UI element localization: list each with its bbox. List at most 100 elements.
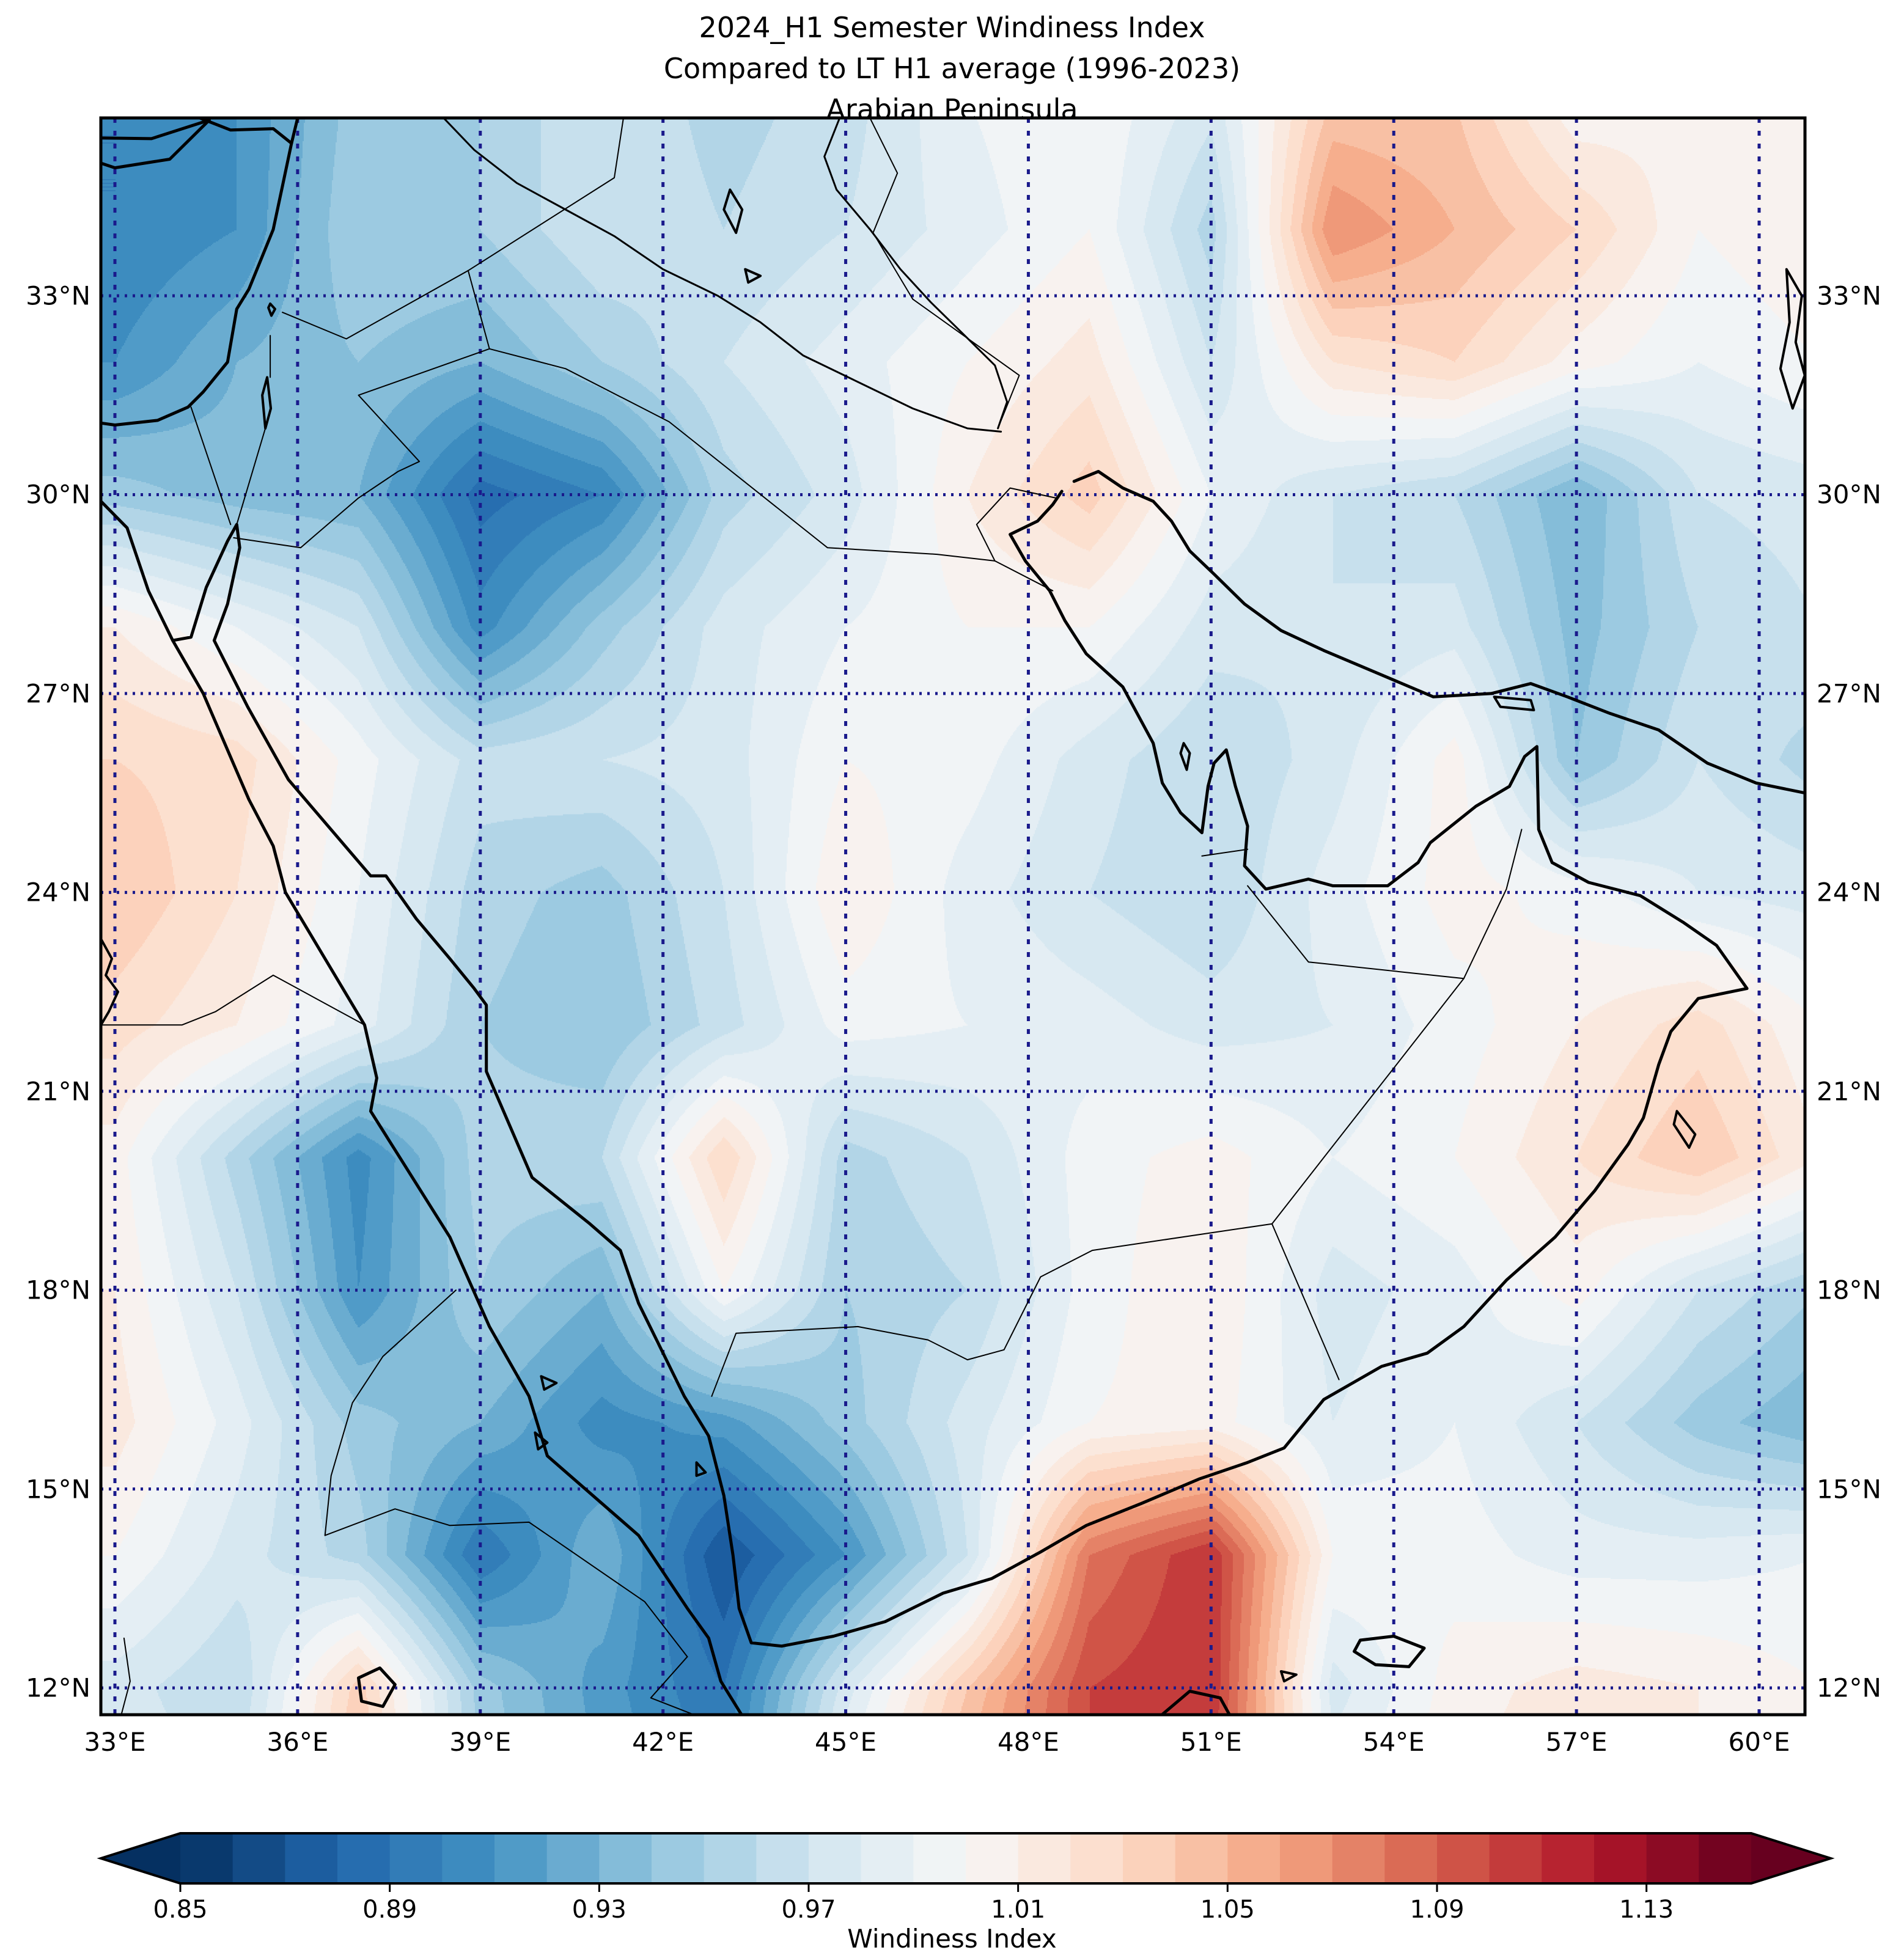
colorbar-band: [966, 1833, 1019, 1883]
lake-tharthar: [722, 188, 744, 234]
coastline-horn-of-africa: [1161, 1690, 1231, 1715]
socotra-island: [1353, 1635, 1426, 1668]
colorbar-band: [546, 1833, 600, 1883]
colorbar-band: [337, 1833, 391, 1883]
colorbar-band: [861, 1833, 914, 1883]
colorbar-extend-max-arrow: [1751, 1833, 1831, 1883]
colorbar-band: [1070, 1833, 1123, 1883]
colorbar-band: [232, 1833, 286, 1883]
border-jordan-saudi: [233, 348, 490, 549]
border-syria-iraq: [467, 118, 624, 271]
y-tick-label-right: 21°N: [1817, 1076, 1881, 1107]
colorbar-tick-label: 1.01: [991, 1896, 1046, 1924]
border-sudan: [120, 1637, 131, 1715]
colorbar-band: [1384, 1833, 1438, 1883]
farasan-islands: [540, 1375, 558, 1391]
y-tick-label-right: 24°N: [1817, 877, 1881, 907]
nile-river: [101, 937, 119, 1027]
y-tick-label-right: 33°N: [1817, 280, 1881, 311]
abd-al-kuri-island: [1279, 1670, 1298, 1683]
border-egypt-israel: [190, 406, 232, 526]
colorbar-band: [1280, 1833, 1333, 1883]
colorbar-band: [180, 1833, 233, 1883]
x-tick-label: 48°E: [997, 1727, 1059, 1757]
y-tick-label-left: 21°N: [26, 1076, 90, 1107]
border-saudi-yemen: [711, 1223, 1273, 1397]
border-israel-jordan: [236, 428, 266, 526]
coastline-cyprus: [101, 119, 211, 170]
border-kuwait-north: [976, 487, 1057, 562]
colorbar-extend-min-arrow: [101, 1833, 180, 1883]
colorbar-band: [389, 1833, 443, 1883]
masirah-island: [1672, 1110, 1697, 1149]
colorbar-band: [1175, 1833, 1229, 1883]
hamun-lake: [1779, 268, 1805, 410]
colorbar-band: [809, 1833, 862, 1883]
bahrain-island: [1179, 742, 1191, 771]
y-tick-label-left: 24°N: [26, 877, 90, 907]
x-tick-label: 57°E: [1545, 1727, 1608, 1757]
lake-habbaniyah: [744, 268, 762, 284]
dahlak-islands: [534, 1431, 549, 1451]
border-uae-oman: [1463, 829, 1523, 980]
colorbar-band: [704, 1833, 757, 1883]
colorbar-tick-label: 1.09: [1410, 1896, 1465, 1924]
y-tick-label-right: 18°N: [1817, 1275, 1881, 1305]
y-tick-label-left: 27°N: [26, 678, 90, 709]
colorbar-tick-label: 0.89: [362, 1896, 417, 1924]
border-djibouti-ethiopia: [650, 1656, 696, 1715]
border-saudi-uae: [1247, 885, 1465, 980]
colorbar-band: [1646, 1833, 1700, 1883]
y-tick-label-left: 18°N: [26, 1275, 90, 1305]
chart-title-line1: 2024_H1 Semester Windiness Index: [699, 11, 1205, 44]
border-egypt-sudan: [101, 974, 366, 1026]
colorbar-band: [1542, 1833, 1595, 1883]
border-kuwait-south: [994, 560, 1054, 592]
windiness-heatmap-canvas: [101, 118, 1805, 1715]
y-tick-label-left: 33°N: [26, 280, 90, 311]
map-frame: [99, 116, 1807, 1717]
map-layers: [101, 118, 1805, 1715]
colorbar-band: [442, 1833, 495, 1883]
y-tick-label-right: 15°N: [1817, 1474, 1881, 1505]
colorbar-axis-label: Windiness Index: [847, 1924, 1057, 1950]
colorbar-band: [599, 1833, 652, 1883]
colorbar-band: [756, 1833, 809, 1883]
colorbar-band: [652, 1833, 705, 1883]
colorbar-band: [1018, 1833, 1071, 1883]
coastline-turkey: [199, 118, 300, 145]
border-oman-yemen: [1271, 1223, 1340, 1380]
y-tick-label-right: 27°N: [1817, 678, 1881, 709]
colorbar-tick-label: 1.13: [1619, 1896, 1674, 1924]
colorbar-band: [1699, 1833, 1752, 1883]
x-tick-label: 36°E: [266, 1727, 329, 1757]
chart-title-line2: Compared to LT H1 average (1996-2023): [663, 52, 1241, 85]
y-tick-label-left: 15°N: [26, 1474, 90, 1505]
lake-tana: [357, 1666, 397, 1708]
x-tick-label: 33°E: [84, 1727, 146, 1757]
kamaran-island: [695, 1461, 707, 1477]
y-tick-label-left: 12°N: [26, 1673, 90, 1703]
x-tick-label: 54°E: [1362, 1727, 1425, 1757]
colorbar-band: [1489, 1833, 1543, 1883]
colorbar-tick-label: 0.93: [572, 1896, 627, 1924]
dead-sea: [261, 376, 273, 430]
colorbar-band: [285, 1833, 338, 1883]
tigris-river: [823, 118, 1009, 430]
border-eritrea-ethiopia: [324, 1508, 688, 1658]
x-tick-label: 45°E: [815, 1727, 877, 1757]
y-tick-label-right: 30°N: [1817, 479, 1881, 510]
border-iraq-saudi: [488, 348, 996, 562]
border-sudan-eritrea: [324, 1289, 457, 1536]
sea-of-galilee: [267, 302, 276, 317]
coastline-arabia: [171, 489, 1749, 1648]
x-tick-label: 60°E: [1728, 1727, 1790, 1757]
coastline-red-sea-west: [101, 499, 744, 1715]
colorbar-tick-label: 1.05: [1200, 1896, 1255, 1924]
border-iraq-iran: [869, 118, 1020, 429]
colorbar-band: [1594, 1833, 1647, 1883]
x-tick-label: 51°E: [1180, 1727, 1242, 1757]
colorbar-band: [913, 1833, 966, 1883]
